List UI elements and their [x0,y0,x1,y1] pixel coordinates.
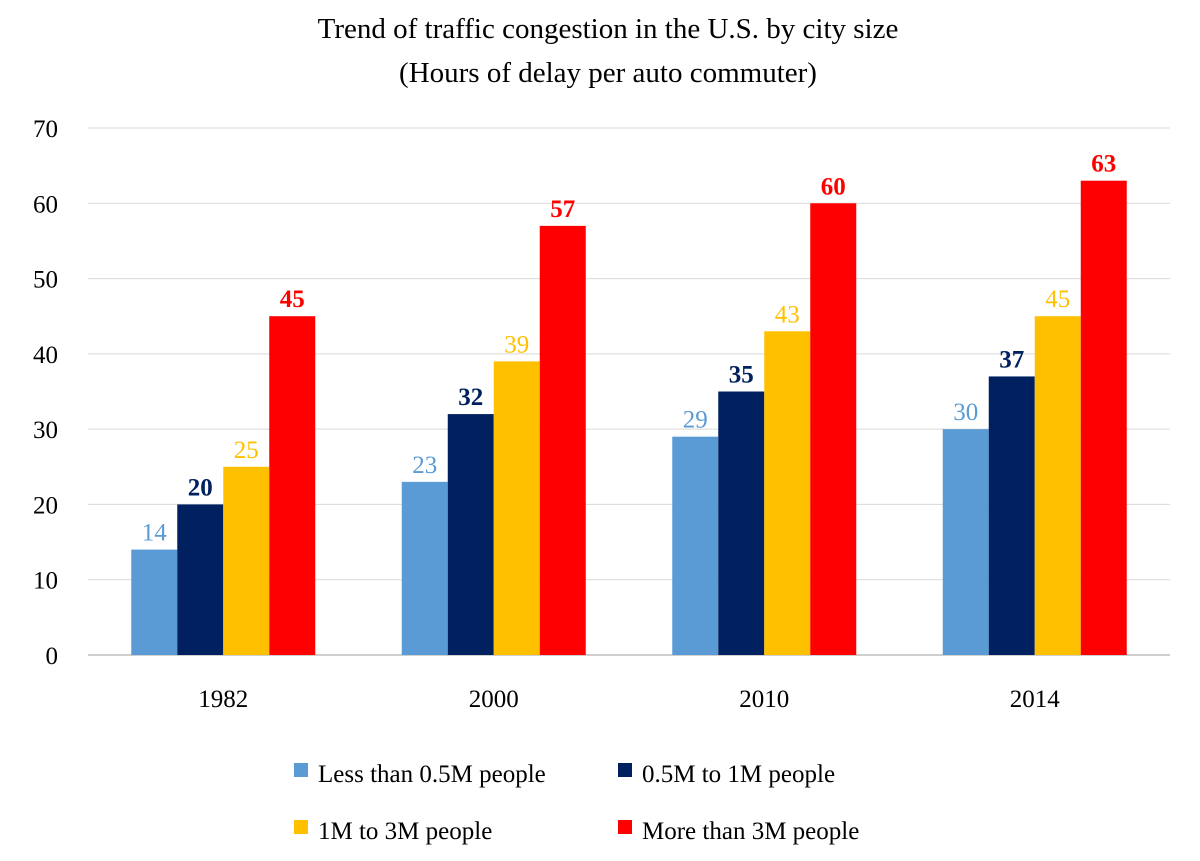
data-label: 63 [1091,151,1116,178]
bar [942,429,989,655]
bar [718,391,765,655]
legend-label: More than 3M people [642,818,859,845]
data-label: 32 [458,384,483,411]
bar [401,481,448,655]
data-label: 39 [504,331,529,358]
y-tick-label: 20 [33,492,58,519]
bar [1034,316,1081,655]
bar [764,331,811,655]
data-label: 25 [234,437,259,464]
legend-swatch [294,820,308,834]
data-label: 45 [1045,286,1070,313]
data-label: 14 [142,520,168,547]
bar [269,316,316,655]
x-tick-label: 2000 [469,686,519,713]
x-tick-label: 2014 [1010,686,1061,713]
y-tick-label: 40 [33,342,58,369]
y-axis-ticks: 0 10 20 30 40 50 60 70 [33,116,58,670]
x-axis-ticks: 1982 2000 2010 2014 [198,686,1060,713]
bar [177,504,224,655]
legend: Less than 0.5M people 0.5M to 1M people 1M… [294,761,859,845]
y-tick-label: 60 [33,191,58,218]
y-tick-label: 0 [46,643,59,670]
data-label: 29 [683,407,708,434]
bar [672,436,719,655]
legend-swatch [294,763,308,777]
data-label: 30 [953,399,978,426]
y-tick-label: 10 [33,568,58,595]
bar [988,376,1035,655]
y-tick-label: 30 [33,417,58,444]
legend-label: 1M to 3M people [318,818,492,845]
bar [539,225,586,655]
bar [810,203,857,656]
bar [493,361,540,655]
bar [223,466,270,655]
data-label: 35 [729,362,754,389]
data-label: 45 [280,286,305,313]
y-tick-label: 50 [33,267,58,294]
data-label: 43 [775,301,800,328]
chart-title: Trend of traffic congestion in the U.S. … [318,13,899,45]
data-labels: 14 20 25 45 23 32 39 57 29 35 43 60 30 37 45 63 [142,151,1117,547]
data-label: 60 [821,173,846,200]
bar [1080,180,1127,655]
x-tick-label: 1982 [198,686,248,713]
data-label: 20 [188,474,213,501]
legend-label: 0.5M to 1M people [642,761,835,788]
x-tick-label: 2010 [739,686,789,713]
legend-swatch [618,763,632,777]
data-label: 57 [550,196,575,223]
legend-swatch [618,820,632,834]
bar [447,414,494,655]
legend-label: Less than 0.5M people [318,761,546,788]
bars [131,180,1127,656]
bar [131,549,178,655]
data-label: 37 [999,346,1024,373]
y-tick-label: 70 [33,116,58,143]
data-label: 23 [412,452,437,479]
chart-subtitle: (Hours of delay per auto commuter) [399,57,817,89]
